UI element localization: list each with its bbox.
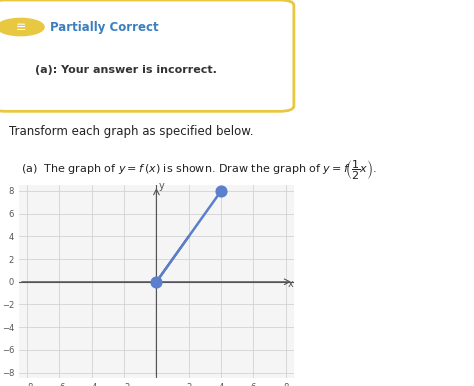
Text: Transform each graph as specified below.: Transform each graph as specified below. bbox=[9, 125, 253, 138]
Point bbox=[153, 279, 160, 285]
Text: (a)  The graph of $y = f\,(x)$ is shown. Draw the graph of $y = f\!\left(\dfrac{: (a) The graph of $y = f\,(x)$ is shown. … bbox=[21, 158, 377, 181]
Text: Partially Correct: Partially Correct bbox=[50, 20, 159, 34]
Point bbox=[217, 188, 225, 194]
FancyBboxPatch shape bbox=[0, 0, 294, 111]
Text: ≡: ≡ bbox=[15, 20, 26, 34]
Text: y: y bbox=[158, 181, 164, 191]
Text: x: x bbox=[288, 279, 293, 290]
Circle shape bbox=[0, 19, 44, 36]
Text: (a): Your answer is incorrect.: (a): Your answer is incorrect. bbox=[35, 65, 217, 75]
